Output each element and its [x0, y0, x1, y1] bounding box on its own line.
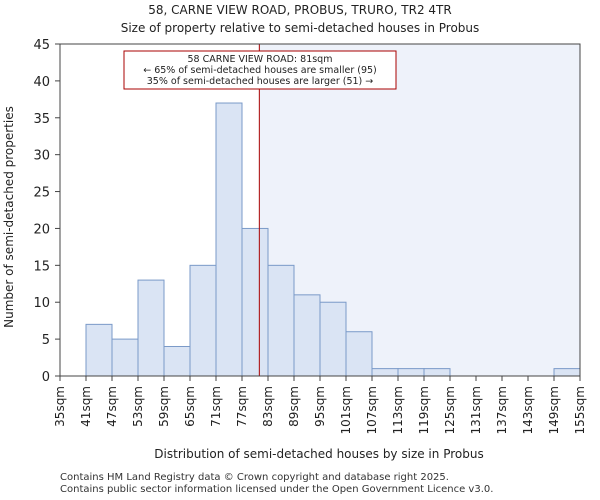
x-tick-label-137sqm: 137sqm — [495, 386, 509, 434]
y-axis: 0 5 10 15 20 25 30 35 40 45 — [33, 38, 60, 385]
bar-113sqm — [397, 368, 425, 377]
x-tick-label-65sqm: 65sqm — [183, 386, 197, 427]
bar-41sqm — [85, 323, 113, 377]
marker-annotation: 58 CARNE VIEW ROAD: 81sqm ← 65% of semi-… — [123, 50, 397, 90]
x-tick-label-53sqm: 53sqm — [131, 386, 145, 427]
annotation-box — [123, 50, 397, 90]
bar-77sqm — [241, 227, 269, 377]
y-tick-label-0: 0 — [42, 370, 50, 385]
x-tick-label-107sqm: 107sqm — [365, 386, 379, 434]
x-tick-label-95sqm: 95sqm — [313, 386, 327, 427]
x-axis-label: Distribution of semi-detached houses by … — [154, 447, 483, 461]
x-tick-label-71sqm: 71sqm — [209, 386, 223, 427]
y-tick-label-30: 30 — [33, 149, 50, 164]
x-tick-label-47sqm: 47sqm — [105, 386, 119, 427]
y-tick-label-35: 35 — [33, 112, 50, 127]
y-tick-label-20: 20 — [33, 222, 50, 237]
x-tick-label-41sqm: 41sqm — [79, 386, 93, 427]
bar-149sqm — [553, 368, 581, 377]
y-tick-label-45: 45 — [33, 38, 50, 53]
x-tick-label-125sqm: 125sqm — [443, 386, 457, 434]
y-tick-label-10: 10 — [33, 296, 50, 311]
footer-copyright: Contains HM Land Registry data © Crown c… — [60, 472, 449, 483]
y-tick-label-15: 15 — [33, 259, 50, 274]
x-tick-label-155sqm: 155sqm — [573, 386, 587, 434]
chart-subtitle: Size of property relative to semi-detach… — [121, 21, 480, 35]
bar-59sqm — [163, 345, 191, 377]
bar-83sqm — [267, 264, 295, 377]
annotation-line-smaller: ← 65% of semi-detached houses are smalle… — [143, 65, 377, 76]
x-tick-label-149sqm: 149sqm — [547, 386, 561, 434]
y-tick-label-5: 5 — [42, 333, 50, 348]
bar-95sqm — [319, 301, 347, 377]
x-tick-label-77sqm: 77sqm — [235, 386, 249, 427]
bar-71sqm — [215, 102, 243, 377]
annotation-line-larger: 35% of semi-detached houses are larger (… — [147, 76, 374, 87]
x-tick-label-143sqm: 143sqm — [521, 386, 535, 434]
x-tick-label-119sqm: 119sqm — [417, 386, 431, 434]
bar-53sqm — [137, 279, 165, 377]
bar-47sqm — [111, 338, 139, 377]
x-tick-label-131sqm: 131sqm — [469, 386, 483, 434]
bar-101sqm — [345, 331, 373, 377]
y-tick-label-40: 40 — [33, 75, 50, 90]
bar-65sqm — [189, 264, 217, 377]
footer-licence: Contains public sector information licen… — [60, 484, 494, 495]
x-tick-label-83sqm: 83sqm — [261, 386, 275, 427]
y-tick-label-25: 25 — [33, 186, 50, 201]
bar-119sqm — [423, 368, 451, 377]
chart-title: 58, CARNE VIEW ROAD, PROBUS, TRURO, TR2 … — [148, 3, 451, 17]
bars-group — [85, 102, 581, 377]
y-axis-label: Number of semi-detached properties — [2, 106, 16, 328]
x-tick-label-59sqm: 59sqm — [157, 386, 171, 427]
bar-89sqm — [293, 294, 321, 377]
x-tick-label-101sqm: 101sqm — [339, 386, 353, 434]
x-tick-label-113sqm: 113sqm — [391, 386, 405, 434]
x-axis: 35sqm 41sqm 47sqm 53sqm 59sqm 65sqm 71sqm 77sqm… — [53, 376, 587, 434]
annotation-line-address: 58 CARNE VIEW ROAD: 81sqm — [188, 54, 333, 65]
x-tick-label-35sqm: 35sqm — [53, 386, 67, 427]
x-tick-label-89sqm: 89sqm — [287, 386, 301, 427]
bar-107sqm — [371, 368, 399, 377]
